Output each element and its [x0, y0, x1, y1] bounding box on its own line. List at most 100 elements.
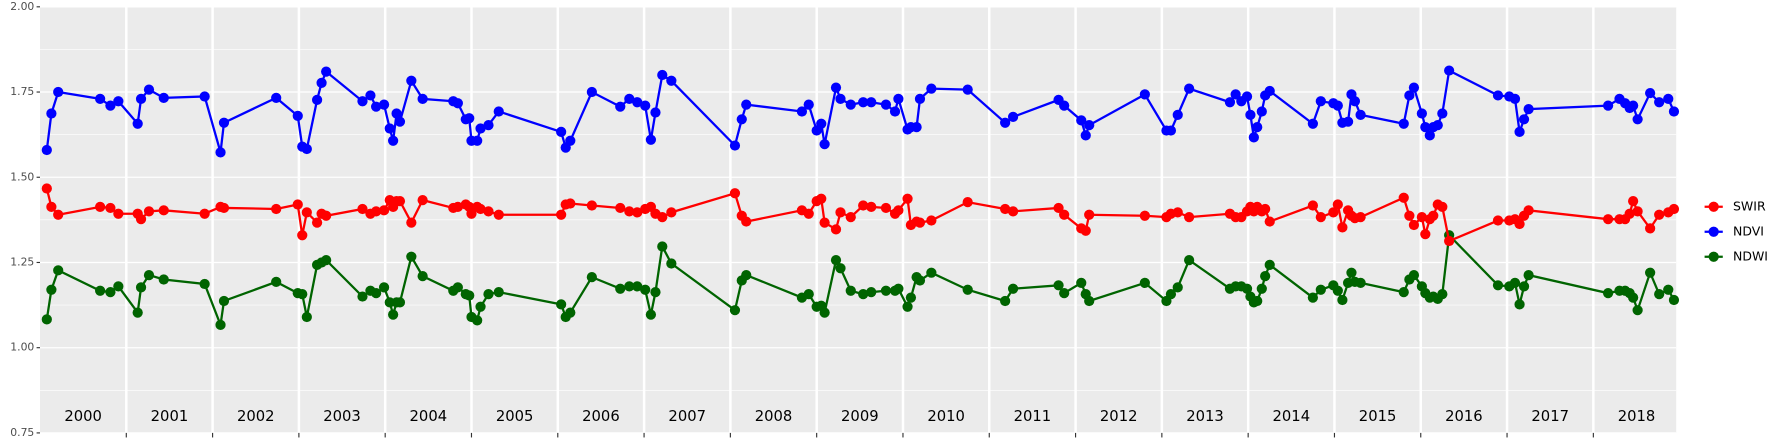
point: [135, 93, 147, 104]
point: [893, 93, 904, 104]
point: [493, 209, 504, 220]
point: [113, 96, 124, 107]
series-line: [45, 68, 1675, 153]
point: [452, 282, 463, 293]
point: [1492, 215, 1504, 226]
point: [1000, 203, 1011, 215]
point: [1184, 254, 1195, 266]
point: [1307, 292, 1318, 303]
point: [819, 139, 830, 150]
point: [880, 285, 892, 296]
point: [615, 283, 626, 294]
point: [1342, 116, 1354, 127]
point: [406, 251, 417, 262]
point: [666, 258, 677, 269]
point: [657, 212, 668, 223]
point: [640, 100, 651, 111]
point: [736, 114, 747, 125]
point: [1139, 277, 1150, 289]
point: [301, 207, 312, 218]
point: [46, 108, 57, 119]
point: [1523, 269, 1534, 281]
point: [866, 287, 877, 298]
point: [1059, 209, 1070, 220]
point: [1252, 122, 1263, 133]
point: [926, 267, 937, 278]
year-label: 2008: [755, 408, 793, 425]
point: [113, 281, 124, 292]
point: [271, 203, 282, 215]
point: [95, 93, 106, 104]
point: [905, 292, 917, 303]
point: [1315, 212, 1326, 223]
point: [394, 116, 406, 127]
point: [1602, 288, 1614, 299]
point: [1184, 83, 1195, 94]
point: [1076, 115, 1087, 126]
legend-key: [1708, 251, 1719, 262]
point: [464, 113, 475, 124]
y-tick-label: 0.75: [10, 426, 34, 439]
point: [1059, 288, 1070, 299]
point: [1053, 202, 1064, 214]
point: [880, 99, 892, 110]
point: [371, 288, 382, 299]
point: [46, 284, 57, 295]
point: [914, 93, 926, 104]
point: [1172, 282, 1183, 293]
point: [819, 217, 830, 228]
point: [666, 75, 677, 86]
point: [1663, 93, 1674, 104]
point: [565, 198, 576, 209]
point: [858, 289, 869, 300]
point: [1663, 284, 1674, 295]
point: [1654, 209, 1665, 220]
point: [1624, 208, 1635, 219]
point: [466, 208, 477, 219]
point: [1632, 305, 1643, 316]
point: [199, 91, 210, 102]
point: [816, 118, 827, 129]
point: [132, 307, 143, 318]
point: [1428, 210, 1439, 221]
point: [388, 309, 399, 320]
point: [1307, 200, 1318, 211]
point: [1000, 117, 1011, 128]
point: [1518, 281, 1530, 292]
point: [556, 126, 567, 138]
point: [464, 290, 475, 301]
point: [218, 202, 230, 214]
point: [417, 194, 428, 206]
point: [135, 282, 147, 293]
point: [297, 230, 308, 241]
point: [53, 86, 64, 98]
point: [666, 207, 677, 218]
point: [835, 263, 846, 274]
point: [830, 224, 842, 235]
point: [452, 201, 463, 213]
point: [135, 214, 147, 225]
point: [1256, 283, 1267, 294]
point: [926, 83, 937, 94]
point: [41, 183, 52, 194]
point: [378, 205, 390, 216]
point: [1332, 100, 1343, 111]
point: [1172, 207, 1183, 218]
point: [53, 209, 64, 220]
point: [1424, 130, 1435, 141]
point: [632, 97, 643, 108]
point: [301, 311, 312, 323]
point: [215, 147, 226, 158]
point: [914, 275, 926, 286]
point: [729, 188, 741, 199]
year-label: 2004: [410, 408, 448, 425]
point: [1444, 65, 1455, 76]
year-label: 2005: [496, 408, 534, 425]
point: [472, 135, 483, 146]
point: [1632, 114, 1643, 125]
point: [858, 97, 869, 108]
point: [1000, 295, 1011, 307]
point: [729, 140, 741, 151]
